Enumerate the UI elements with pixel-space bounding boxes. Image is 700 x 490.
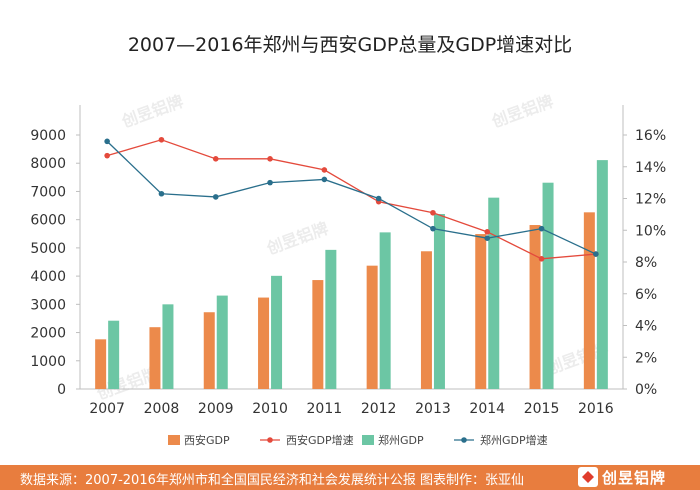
y-left-tick-label: 4000 xyxy=(30,269,66,285)
x-tick-label: 2010 xyxy=(252,401,288,417)
bar-郑州GDP xyxy=(488,197,500,389)
y-right-tick-label: 4% xyxy=(635,319,657,335)
bar-西安GDP xyxy=(258,297,270,389)
y-right-tick-label: 2% xyxy=(635,350,657,366)
point-西安GDP增速 xyxy=(104,152,110,159)
bar-郑州GDP xyxy=(379,232,391,389)
legend-label: 西安GDP增速 xyxy=(286,433,354,447)
legend-label: 郑州GDP xyxy=(378,433,424,447)
point-郑州GDP增速 xyxy=(484,235,491,241)
x-tick-label: 2009 xyxy=(198,401,234,417)
bar-西安GDP xyxy=(149,327,161,389)
y-left-tick-label: 7000 xyxy=(30,184,66,200)
point-西安GDP增速 xyxy=(267,156,273,162)
line-西安GDP增速 xyxy=(106,139,596,260)
bar-郑州GDP xyxy=(433,214,445,389)
bar-西安GDP xyxy=(312,280,324,389)
y-left-tick-label: 0 xyxy=(57,382,66,398)
chart-title: 2007—2016年郑州与西安GDP总量及GDP增速对比 xyxy=(127,34,573,56)
y-right-tick-label: 12% xyxy=(635,192,666,208)
point-西安GDP增速 xyxy=(321,167,328,173)
line-郑州GDP增速 xyxy=(106,140,597,255)
x-tick-label: 2016 xyxy=(578,401,614,417)
bar-郑州GDP xyxy=(596,160,608,389)
legend-label: 郑州GDP增速 xyxy=(480,433,548,447)
y-right-tick-label: 10% xyxy=(635,223,666,239)
y-right-tick-label: 8% xyxy=(635,255,657,271)
y-left-tick-label: 1000 xyxy=(30,354,66,370)
legend-swatch xyxy=(362,435,374,445)
y-left-tick-label: 9000 xyxy=(30,128,66,144)
x-tick-label: 2014 xyxy=(469,401,505,417)
bar-西安GDP xyxy=(583,212,595,389)
point-郑州GDP增速 xyxy=(158,190,165,197)
bar-郑州GDP xyxy=(271,275,283,389)
brand-logo: 创昱铝牌 xyxy=(577,465,692,490)
y-right-tick-label: 16% xyxy=(635,128,666,144)
bar-郑州GDP xyxy=(108,320,120,389)
footer-source: 数据来源：2007-2016年郑州市和全国国民经济和社会发展统计公报 图表制作：… xyxy=(20,473,524,488)
point-郑州GDP增速 xyxy=(212,194,219,200)
bar-西安GDP xyxy=(475,234,487,389)
point-郑州GDP增速 xyxy=(104,138,110,145)
y-right-tick-label: 14% xyxy=(635,160,666,176)
legend: 西安GDP 西安GDP增速 郑州GDP 郑州GDP增速 xyxy=(168,433,548,447)
x-tick-label: 2015 xyxy=(524,401,560,417)
legend-swatch xyxy=(168,435,180,445)
point-西安GDP增速 xyxy=(538,256,545,262)
bar-郑州GDP xyxy=(542,182,554,389)
brand-name: 创昱铝牌 xyxy=(602,469,667,487)
chart-svg: 0 1000 2000 3000 4000 5000 6000 7000 8000 9000 0% 2… xyxy=(30,105,666,447)
point-郑州GDP增速 xyxy=(267,179,273,186)
bar-西安GDP xyxy=(529,225,541,389)
point-西安GDP增速 xyxy=(484,229,491,235)
y-left-tick-label: 2000 xyxy=(30,326,66,342)
bar-西安GDP xyxy=(420,251,432,389)
axes: 0 1000 2000 3000 4000 5000 6000 7000 8000 9000 0% 2… xyxy=(30,105,666,417)
legend-swatch-dot xyxy=(267,437,273,443)
y-left-tick-label: 6000 xyxy=(30,213,66,229)
y-right-tick-label: 0% xyxy=(635,382,657,398)
bar-郑州GDP xyxy=(325,249,337,389)
point-郑州GDP增速 xyxy=(593,251,599,257)
footer: 数据来源：2007-2016年郑州市和全国国民经济和社会发展统计公报 图表制作：… xyxy=(0,465,700,490)
x-tick-label: 2008 xyxy=(144,401,180,417)
y-right-tick-label: 6% xyxy=(635,287,657,303)
point-郑州GDP增速 xyxy=(321,176,328,183)
bar-西安GDP xyxy=(95,339,107,389)
x-tick-label: 2011 xyxy=(307,401,343,417)
y-left-tick-label: 8000 xyxy=(30,156,66,172)
y-left-tick-label: 5000 xyxy=(30,241,66,257)
x-tick-label: 2007 xyxy=(89,401,125,417)
bar-西安GDP xyxy=(203,312,215,389)
point-西安GDP增速 xyxy=(212,156,219,162)
lines xyxy=(104,136,599,262)
y-left-tick-label: 3000 xyxy=(30,297,66,313)
bar-西安GDP xyxy=(366,265,378,389)
legend-label: 西安GDP xyxy=(184,433,230,447)
point-郑州GDP增速 xyxy=(375,195,382,202)
brand-mark-icon xyxy=(578,467,598,487)
point-郑州GDP增速 xyxy=(430,225,436,232)
bar-郑州GDP xyxy=(216,295,228,389)
x-tick-label: 2012 xyxy=(361,401,397,417)
point-西安GDP增速 xyxy=(430,209,436,216)
bars xyxy=(95,160,608,389)
point-西安GDP增速 xyxy=(158,136,165,143)
point-郑州GDP增速 xyxy=(538,225,545,232)
bar-郑州GDP xyxy=(162,304,174,389)
x-tick-label: 2013 xyxy=(415,401,451,417)
legend-swatch-dot xyxy=(461,437,467,443)
